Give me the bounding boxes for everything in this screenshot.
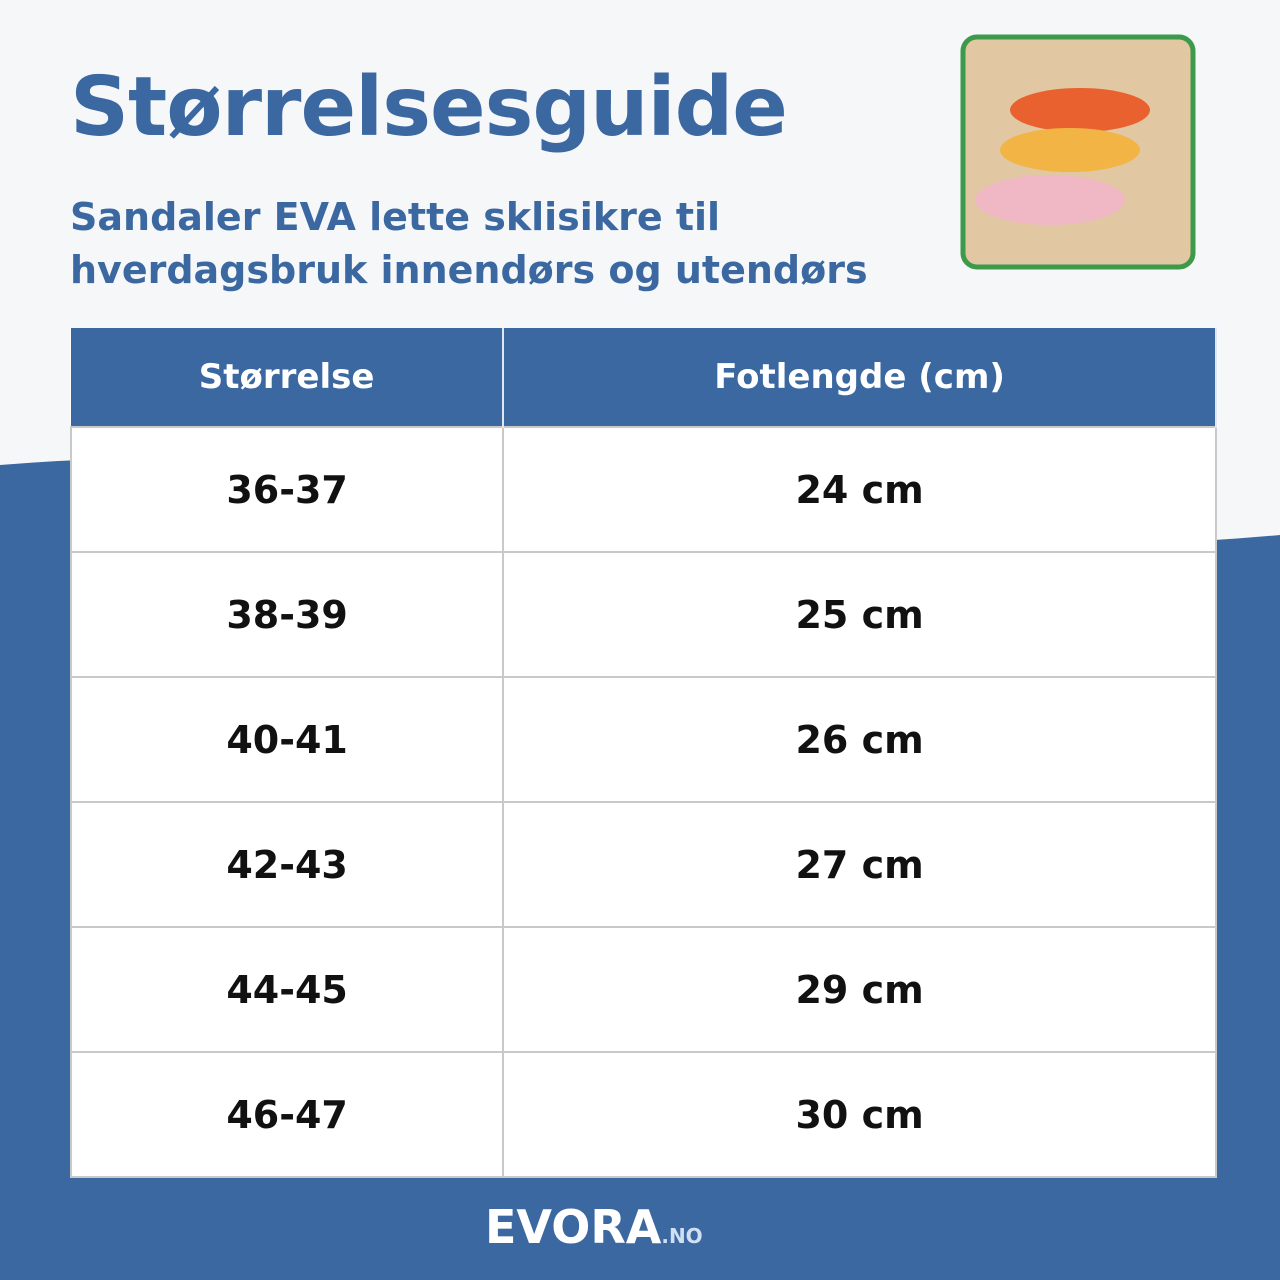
cell: 44-45 [69, 926, 505, 1053]
brand-name: EVORA [485, 1200, 662, 1254]
cell: 26 cm [502, 676, 1217, 803]
size-table: Størrelse Fotlengde (cm) 36-37 24 cm 38-39 2… [69, 328, 1217, 1178]
subtitle: hverdagsbruk innendørs og utendørs [70, 248, 868, 292]
cell: 29 cm [502, 926, 1217, 1053]
brand-domain: .NO [661, 1224, 703, 1248]
cell: 40-41 [69, 676, 505, 803]
cell: 36-37 [69, 426, 505, 553]
cell: 46-47 [69, 1051, 505, 1178]
title: Størrelsesguide [70, 60, 788, 155]
subtitle: Sandaler EVA lette sklisikre til [70, 195, 721, 239]
column-header: Fotlengde (cm) [503, 328, 1217, 427]
brand: EVORA.NO [485, 1200, 703, 1254]
row: 44-45 29 cm [69, 926, 1217, 1053]
row: 42-43 27 cm [69, 801, 1217, 928]
cell: 24 cm [502, 426, 1217, 553]
cell: 30 cm [502, 1051, 1217, 1178]
row: 38-39 25 cm [69, 551, 1217, 678]
header-row: Størrelse Fotlengde (cm) [71, 328, 1217, 427]
cell: 27 cm [502, 801, 1217, 928]
cell: 25 cm [502, 551, 1217, 678]
row: 40-41 26 cm [69, 676, 1217, 803]
column-header: Størrelse [71, 328, 505, 427]
row: 46-47 30 cm [69, 1051, 1217, 1178]
cell: 42-43 [69, 801, 505, 928]
cell: 38-39 [69, 551, 505, 678]
row: 36-37 24 cm [69, 426, 1217, 553]
